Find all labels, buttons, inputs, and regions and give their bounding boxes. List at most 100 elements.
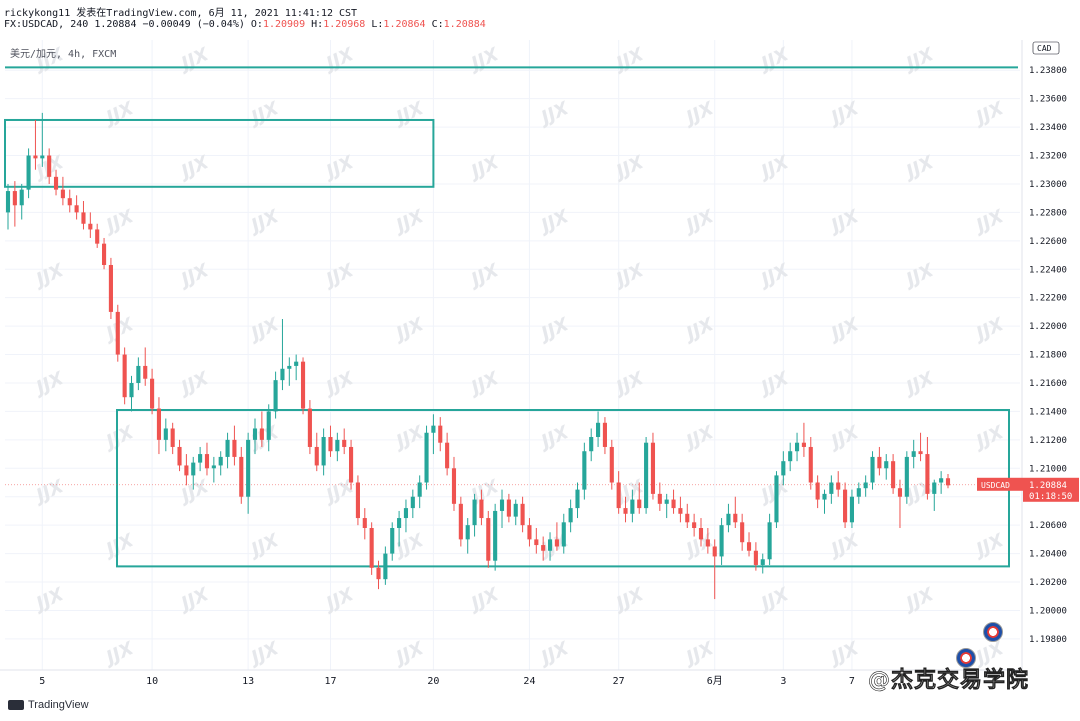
- candle-body: [314, 446, 319, 466]
- watermark-text: JJX: [681, 421, 718, 453]
- candle-body: [479, 499, 484, 519]
- candle-body: [321, 437, 326, 466]
- countdown-label: 01:18:50: [1029, 492, 1072, 502]
- candle-body: [40, 155, 45, 159]
- y-tick-label: 1.23400: [1029, 123, 1067, 133]
- last-price-tag: [1023, 477, 1079, 502]
- candle-body: [19, 189, 24, 206]
- candle-body: [781, 461, 786, 476]
- watermark-text: JJX: [31, 367, 68, 399]
- watermark-text: JJX: [176, 43, 213, 75]
- candle-body: [637, 499, 642, 509]
- open-label: O:: [250, 19, 263, 30]
- candle-body: [767, 522, 772, 560]
- candle-body: [136, 365, 141, 383]
- watermark-text: JJX: [391, 421, 428, 453]
- y-tick-label: 1.20000: [1029, 606, 1067, 616]
- y-tick-label: 1.21200: [1029, 436, 1067, 446]
- candle-body: [143, 365, 148, 379]
- symbol-tag: [977, 477, 1023, 491]
- tradingview-logo-icon: [8, 700, 24, 710]
- candle-body: [252, 428, 258, 440]
- watermark-text: JJX: [971, 205, 1008, 237]
- candle-body: [451, 468, 457, 504]
- watermark-text: JJX: [826, 313, 863, 345]
- candle-body: [445, 442, 450, 469]
- candle-body: [424, 432, 429, 483]
- price-change: −0.00049 (−0.04%): [142, 19, 245, 30]
- watermark-text: JJX: [901, 43, 938, 75]
- candle-body: [280, 368, 285, 381]
- watermark-text: JJX: [611, 367, 648, 399]
- tradingview-logo[interactable]: TradingView: [8, 699, 89, 711]
- watermark-text: JJX: [466, 43, 503, 75]
- candle-body: [102, 243, 107, 265]
- candle-body: [184, 465, 189, 476]
- ohlc-legend: FX:USDCAD, 240 1.20884 −0.00049 (−0.04%)…: [4, 19, 486, 30]
- candle-body: [156, 408, 162, 440]
- watermark-text: JJX: [826, 421, 863, 453]
- high-label: H:: [311, 19, 324, 30]
- candle-body: [719, 525, 724, 557]
- y-tick-label: 1.20600: [1029, 521, 1067, 531]
- rectangle-zone[interactable]: [4, 118, 435, 188]
- currency-box[interactable]: [1032, 41, 1060, 55]
- y-tick-label: 1.20400: [1029, 550, 1067, 560]
- candle-body: [122, 354, 127, 398]
- y-tick-label: 1.23600: [1029, 95, 1067, 105]
- currency-label: CAD: [1037, 44, 1052, 53]
- watermark-text: JJX: [101, 421, 138, 453]
- watermark-text: JJX: [321, 151, 358, 183]
- us-flag-icon[interactable]: [956, 648, 976, 668]
- candle-body: [53, 176, 59, 190]
- watermark-text: JJX: [101, 529, 138, 561]
- candle-body: [191, 462, 196, 476]
- watermark-text: JJX: [246, 529, 283, 561]
- candle-body: [300, 361, 306, 409]
- event-flag-icon[interactable]: [983, 622, 1003, 642]
- candle-body: [486, 518, 491, 561]
- watermark-text: JJX: [971, 421, 1008, 453]
- candle-body: [5, 191, 11, 213]
- watermark-text: JJX: [321, 367, 358, 399]
- candle-body: [12, 191, 17, 206]
- watermark-text: JJX: [901, 367, 938, 399]
- watermark-text: JJX: [756, 151, 793, 183]
- candle-body: [726, 513, 731, 526]
- watermark-text: JJX: [321, 259, 358, 291]
- x-tick-label: 7: [849, 676, 855, 687]
- close-value: 1.20884: [443, 19, 486, 30]
- y-tick-label: 1.19800: [1029, 635, 1067, 645]
- watermark-text: JJX: [756, 259, 793, 291]
- candle-body: [644, 442, 649, 509]
- candle-body: [541, 545, 546, 551]
- watermark-text: JJX: [826, 529, 863, 561]
- watermark-text: JJX: [246, 313, 283, 345]
- candle-body: [115, 311, 120, 355]
- candle-body: [417, 482, 422, 497]
- candle-body: [877, 456, 882, 469]
- candle-body: [884, 461, 889, 469]
- candle-body: [349, 446, 354, 483]
- candle-body: [843, 489, 848, 523]
- candle-body: [294, 361, 299, 366]
- watermark-text: JJX: [176, 367, 213, 399]
- candle-body: [891, 461, 896, 489]
- time-axis[interactable]: 5 10 13 17 20 24 27 6月 3 7: [0, 669, 1022, 687]
- candle-body: [554, 539, 559, 547]
- y-tick-label: 1.21600: [1029, 379, 1067, 389]
- close-label: C:: [431, 19, 444, 30]
- pane-title: 美元/加元, 4h, FXCM: [10, 49, 117, 60]
- candle-body: [788, 451, 793, 462]
- current-price: 1.20884: [94, 19, 137, 30]
- price-axis[interactable]: 1.23800 1.23600 1.23400 1.23200 1.23000 1.228…: [1021, 40, 1067, 690]
- watermark-text: JJX: [246, 97, 283, 129]
- candle-body: [760, 559, 765, 565]
- candle-body: [746, 542, 752, 551]
- candle-body: [163, 428, 168, 440]
- x-tick-label: 20: [427, 676, 439, 687]
- watermark-text: JJX: [391, 205, 428, 237]
- drawing-annotations[interactable]: [4, 66, 1020, 568]
- candle-body: [609, 446, 614, 483]
